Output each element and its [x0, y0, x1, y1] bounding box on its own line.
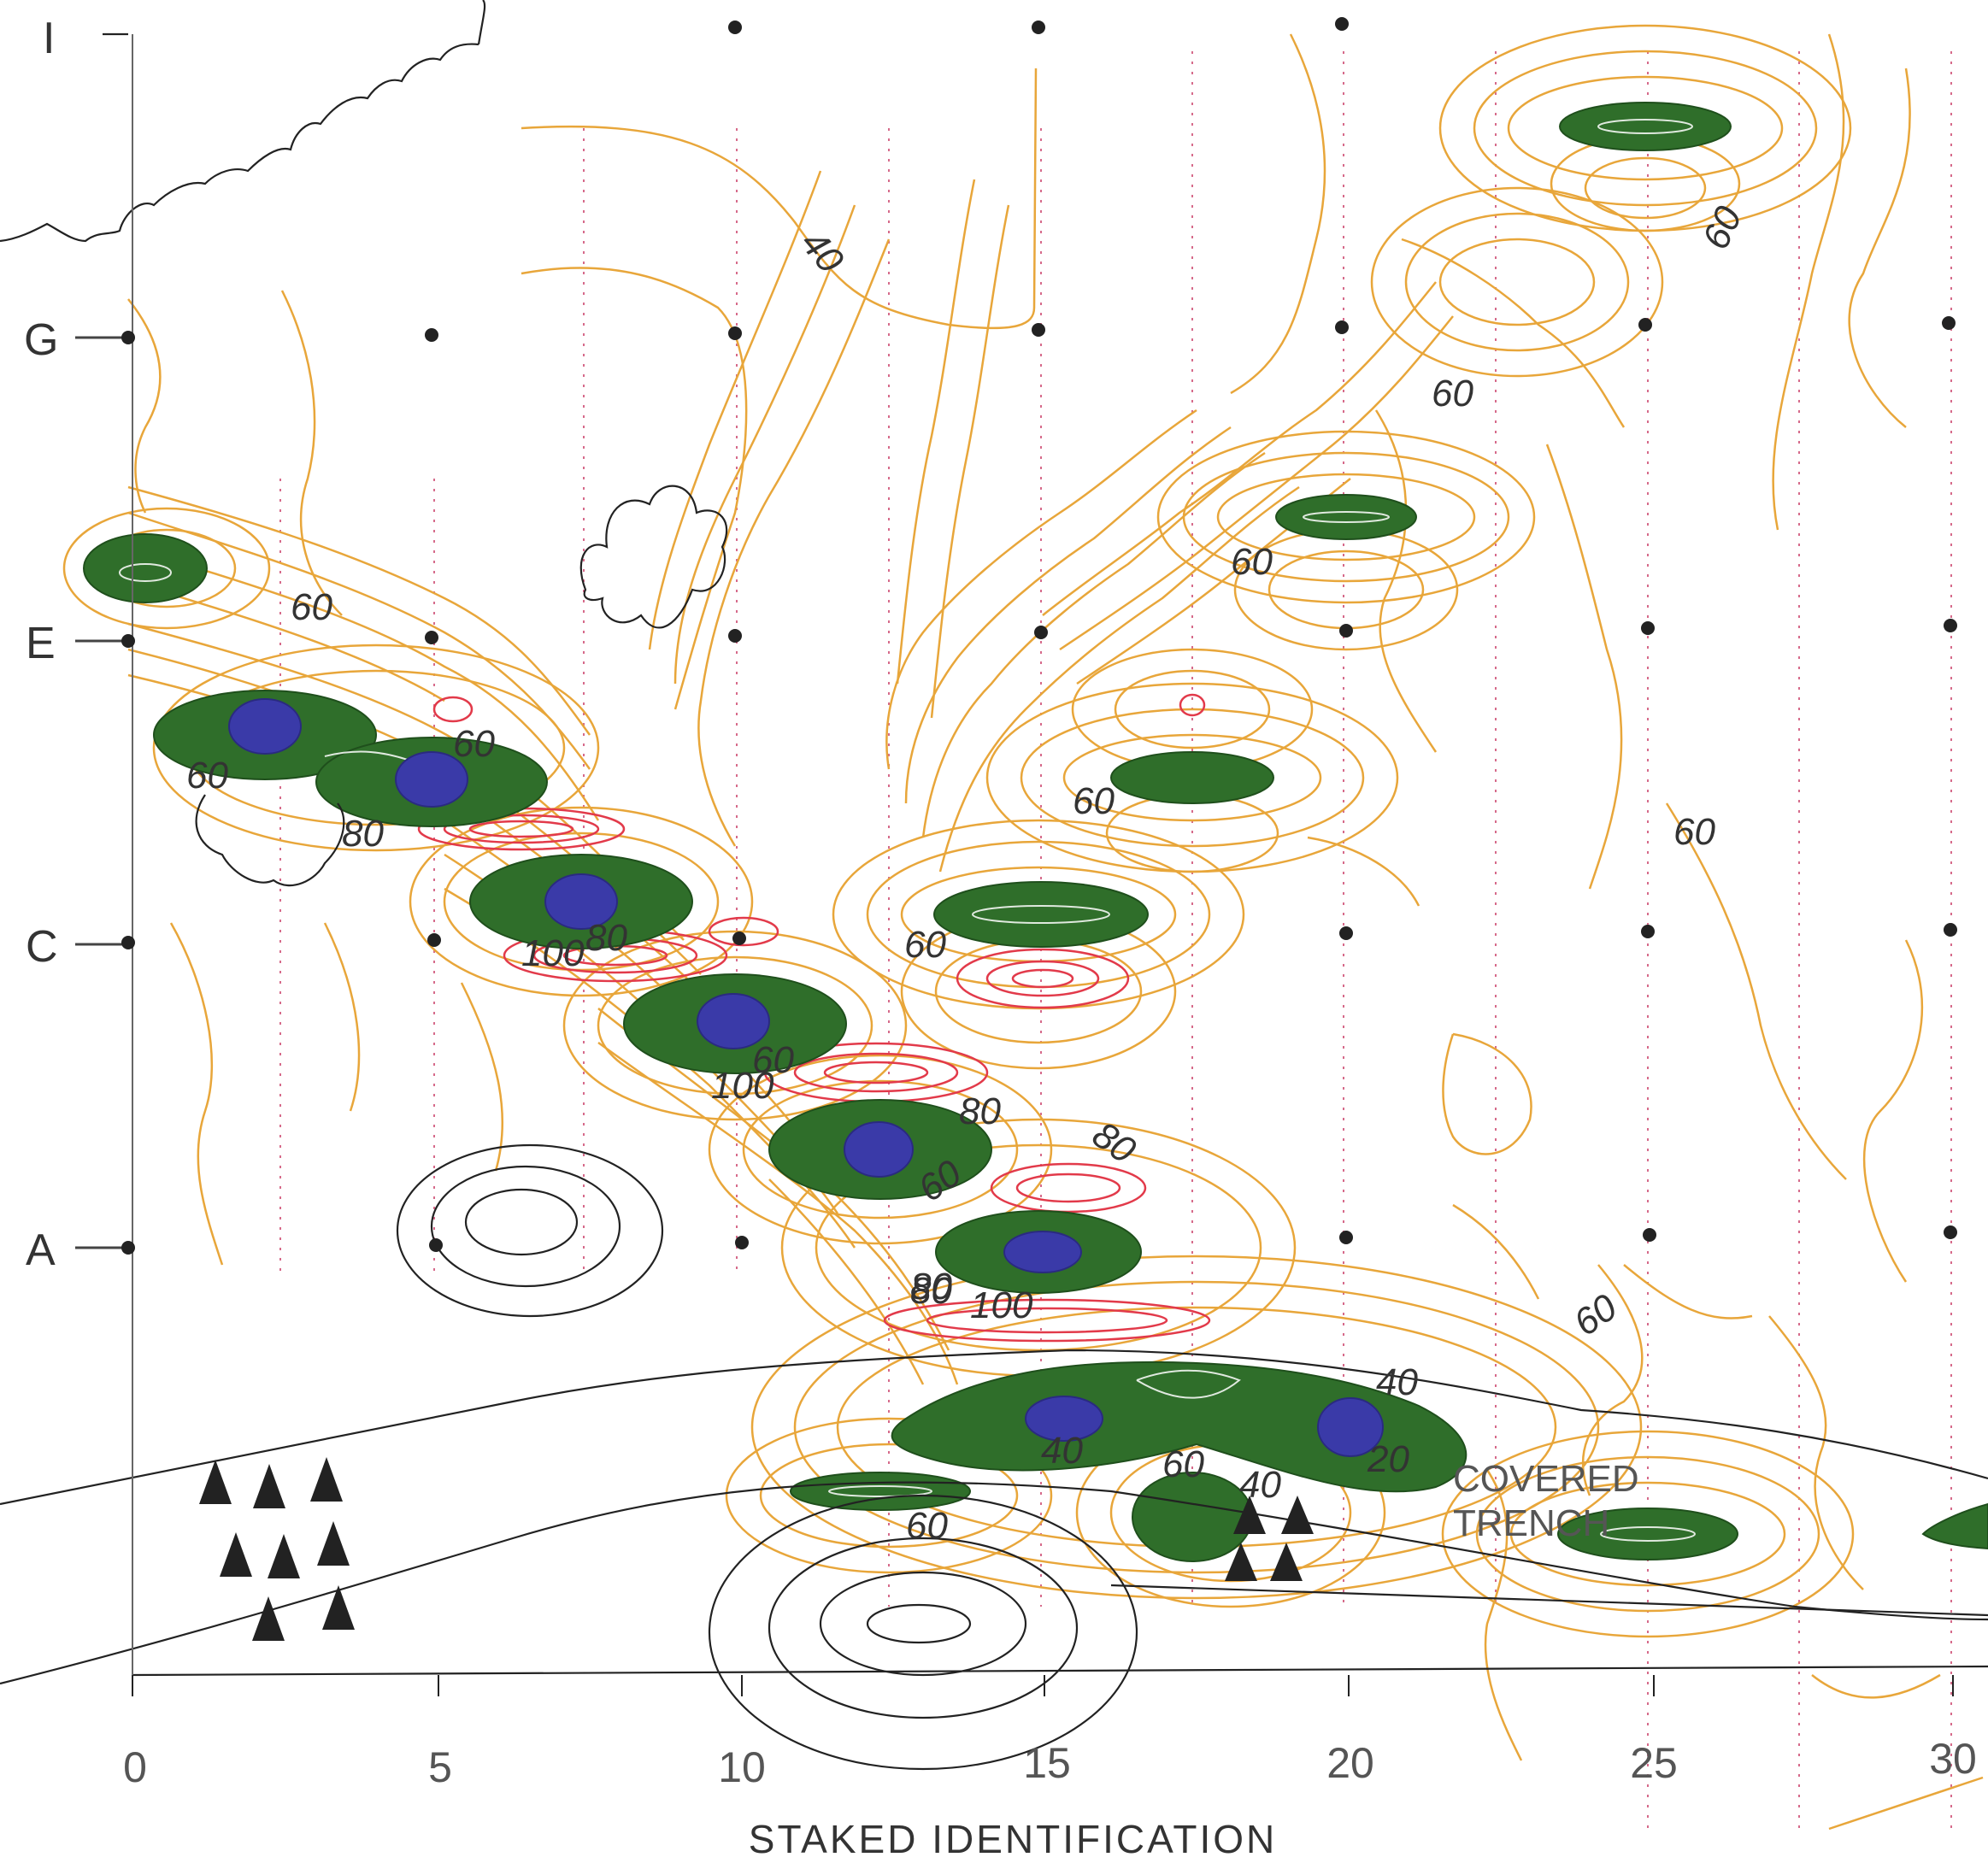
contour-label: 40	[1239, 1464, 1281, 1506]
contour-label: 60	[1695, 200, 1750, 256]
row-label-g: G	[24, 315, 58, 365]
higher-anomalies	[83, 102, 1988, 1562]
contour-label: 80	[342, 813, 384, 855]
contour-label: 60	[1162, 1443, 1204, 1485]
contour-label: 80	[959, 1090, 1001, 1132]
contour-label: 80	[910, 1270, 952, 1312]
contour-label: 100	[521, 932, 585, 974]
contour-label: 60	[1567, 1286, 1626, 1345]
contour-labels: 40 60 60 60 60 60 60 60 80 60 60 100 80 …	[186, 200, 1750, 1547]
x-tick-label: 0	[123, 1743, 147, 1791]
axis-title: STAKED IDENTIFICATION	[749, 1817, 1277, 1861]
contour-label: 40	[1376, 1361, 1418, 1403]
contour-label: 60	[906, 1505, 948, 1547]
covered-trench-label: COVERED	[1453, 1458, 1639, 1500]
contour-label: 80	[585, 917, 627, 959]
peak-anomalies	[228, 698, 1384, 1457]
x-tick-label: 20	[1326, 1739, 1374, 1787]
contour-label: 60	[1231, 541, 1273, 583]
x-tick-label: 30	[1929, 1735, 1977, 1783]
green-inner-strokes	[119, 119, 1696, 1542]
contour-label: 60	[1673, 811, 1715, 853]
contour-label: 40	[1041, 1430, 1083, 1472]
row-label-a: A	[26, 1225, 56, 1275]
contour-label: 80	[910, 1266, 952, 1308]
axis-ticks	[132, 1675, 1954, 1696]
covered-trench-label: TRENCH	[1453, 1502, 1609, 1544]
contour-label: 60	[1073, 780, 1115, 822]
contour-label: 60	[453, 723, 495, 765]
contour-label: 60	[291, 586, 332, 628]
station-dots	[121, 17, 1957, 1255]
x-tick-label: 5	[428, 1743, 452, 1791]
x-tick-labels: 0 5 10 15 20 25 30	[123, 1735, 1977, 1791]
row-labels: I G E C A	[24, 14, 58, 1275]
contour-label: 100	[970, 1284, 1033, 1326]
row-label-c: C	[26, 922, 58, 972]
contour-label: 60	[752, 1039, 794, 1081]
row-label-e: E	[26, 619, 56, 668]
contour-label: 60	[186, 755, 228, 796]
x-tick-label: 10	[718, 1743, 766, 1791]
row-label-i: I	[43, 14, 55, 63]
contour-label: 20	[1367, 1438, 1409, 1480]
triangle-markers	[199, 1457, 1314, 1641]
base-contours	[127, 33, 1984, 1831]
contour-label: 60	[1432, 373, 1473, 414]
x-tick-label: 15	[1023, 1739, 1071, 1787]
x-tick-label: 25	[1630, 1739, 1678, 1787]
contour-label: 60	[904, 924, 946, 966]
row-ticks	[75, 336, 128, 1249]
contour-label: 100	[711, 1065, 774, 1107]
